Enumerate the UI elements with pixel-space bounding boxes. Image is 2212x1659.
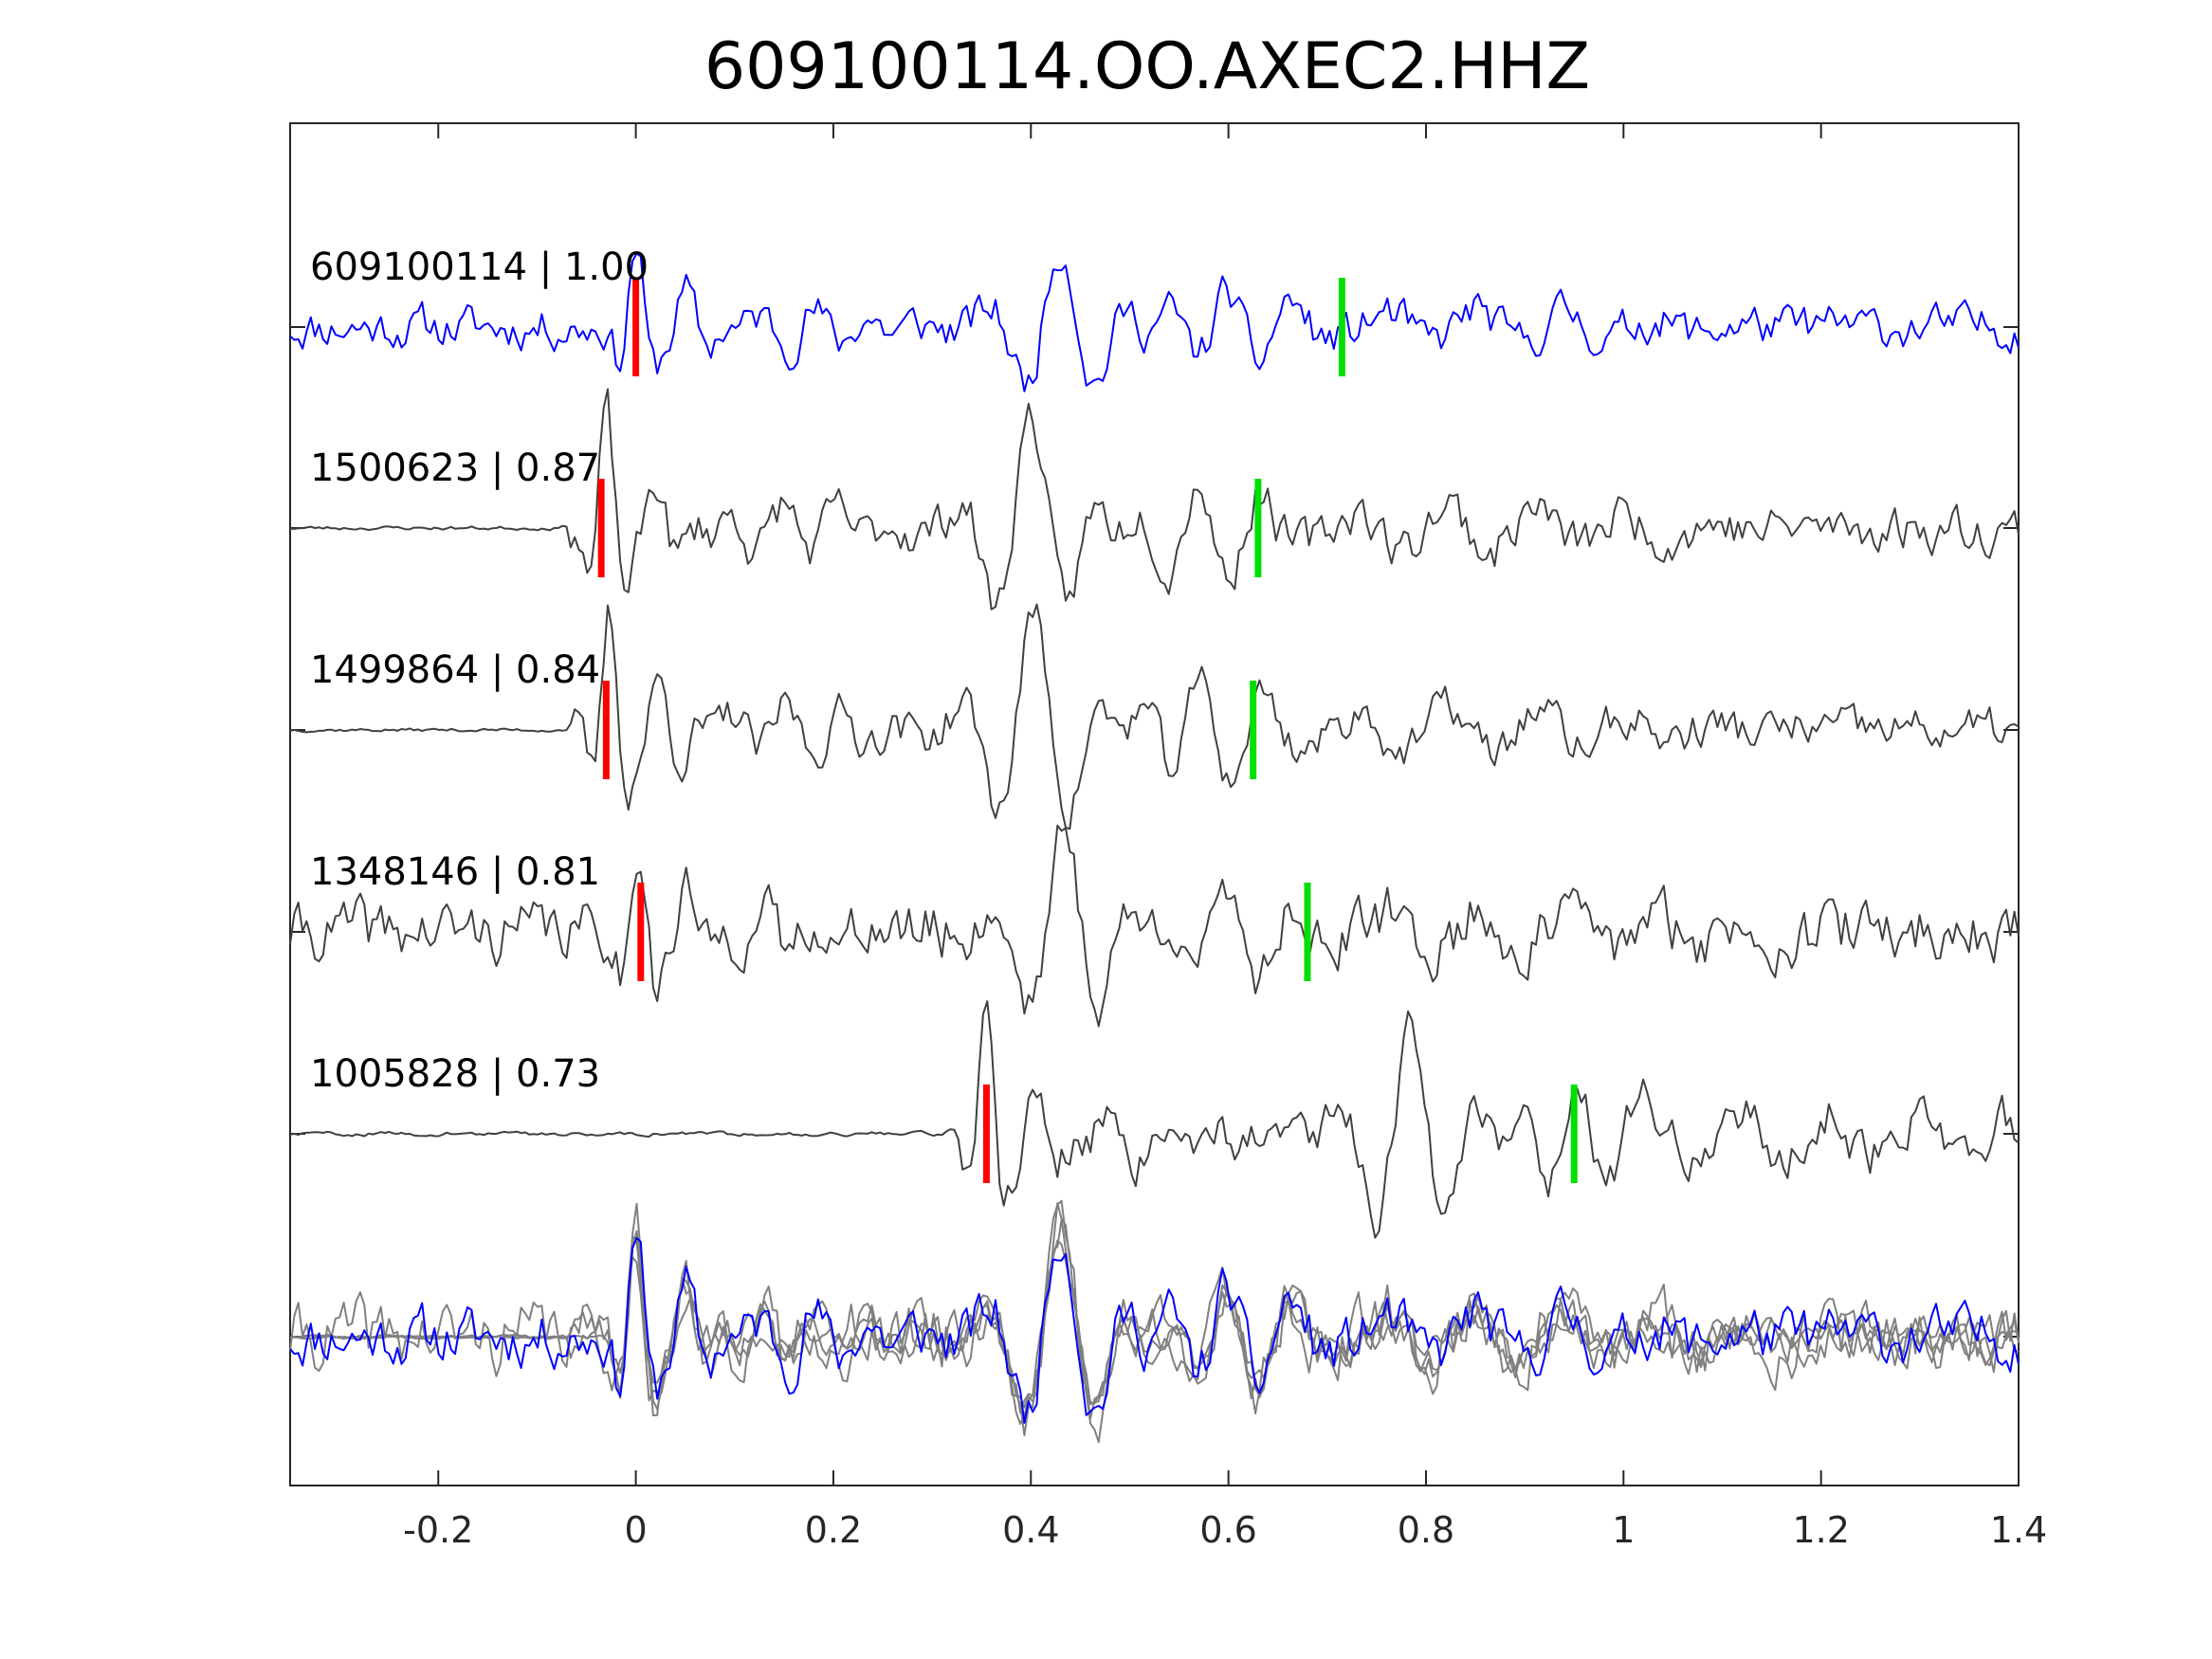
trace-label-1005828: 1005828 | 0.73 [310, 1052, 600, 1096]
x-tick-label: 0.6 [1199, 1509, 1256, 1551]
overlay-trace-1348146 [289, 1202, 2020, 1444]
trace-stack [289, 252, 2020, 1424]
trace-label-609100114: 609100114 | 1.00 [310, 246, 649, 289]
trace-1348146 [289, 824, 2020, 1028]
x-tick-label: 1.4 [1990, 1509, 2047, 1551]
trace-labels: 609100114 | 1.00 1500623 | 0.87 1499864 | … [310, 246, 649, 1096]
x-tick-label: 0.8 [1398, 1509, 1454, 1551]
overlay-trace-609100114 [289, 1236, 2020, 1424]
trace-label-1348146: 1348146 | 0.81 [310, 850, 600, 894]
overlay-trace-1500623 [290, 1199, 2020, 1411]
trace-1500623 [289, 388, 2020, 611]
x-tick-label: 0.2 [805, 1509, 862, 1551]
trace-1499864 [289, 603, 2020, 830]
x-tick-label: 0.4 [1002, 1509, 1059, 1551]
trace-1005828 [289, 1000, 2020, 1239]
overlay-trace-1005828 [289, 1218, 2020, 1425]
trace-label-1500623: 1500623 | 0.87 [310, 447, 600, 490]
x-axis: -0.2 0 0.2 0.4 0.6 0.8 1 1.2 1.4 [290, 123, 2047, 1551]
overlay-trace-1499864 [289, 1230, 2020, 1414]
trace-label-1499864: 1499864 | 0.84 [310, 648, 600, 692]
chart-title: 609100114.OO.AXEC2.HHZ [704, 29, 1590, 104]
x-tick-label: -0.2 [403, 1509, 473, 1551]
phase-picks [597, 278, 1578, 1183]
trace-609100114 [289, 252, 2020, 392]
overlay-stack [289, 1199, 2020, 1444]
x-tick-label: 1.2 [1792, 1509, 1849, 1551]
plot-area [289, 122, 2020, 1486]
x-tick-label: 0 [625, 1509, 648, 1551]
x-tick-label: 1 [1612, 1509, 1635, 1551]
